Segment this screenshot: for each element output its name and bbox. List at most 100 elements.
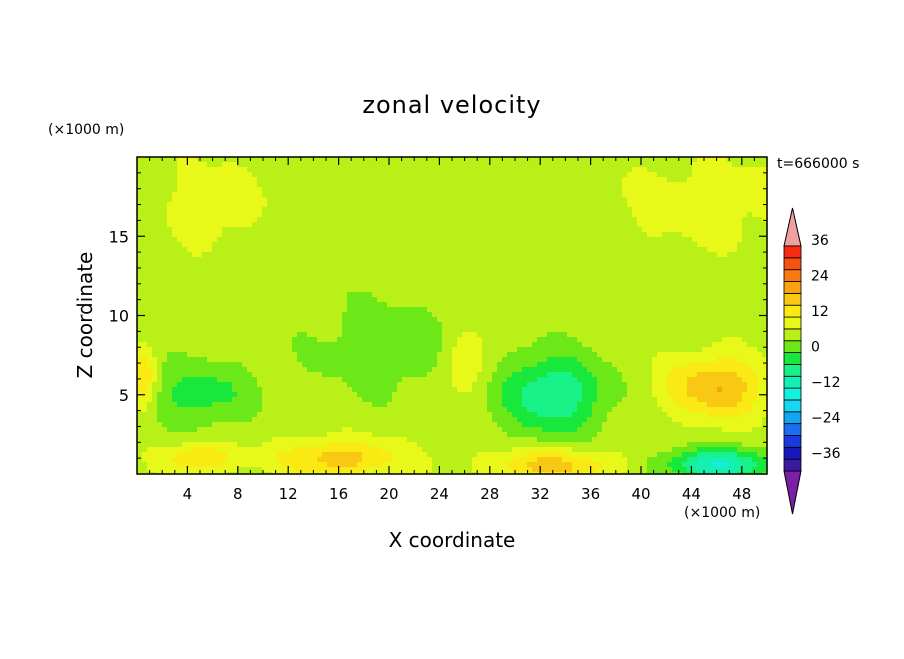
contour-cell <box>542 247 548 253</box>
contour-cell <box>317 177 323 183</box>
contour-cell <box>197 312 203 318</box>
contour-cell <box>387 242 393 248</box>
contour-cell <box>367 312 373 318</box>
contour-cell <box>432 257 438 263</box>
contour-cell <box>437 262 443 268</box>
contour-cell <box>232 322 238 328</box>
contour-cell <box>447 157 453 163</box>
contour-cell <box>227 347 233 353</box>
contour-cell <box>442 202 448 208</box>
contour-cell <box>617 227 623 233</box>
contour-cell <box>607 167 613 173</box>
contour-cell <box>722 247 728 253</box>
contour-cell <box>702 257 708 263</box>
contour-cell <box>707 197 713 203</box>
contour-cell <box>487 337 493 343</box>
contour-cell <box>377 282 383 288</box>
contour-cell <box>627 282 633 288</box>
contour-cell <box>697 207 703 213</box>
contour-cell <box>557 222 563 228</box>
contour-cell <box>147 172 153 178</box>
contour-cell <box>747 322 753 328</box>
contour-cell <box>762 342 768 348</box>
contour-cell <box>537 262 543 268</box>
contour-cell <box>292 257 298 263</box>
contour-cell <box>392 207 398 213</box>
contour-cell <box>222 162 228 168</box>
contour-cell <box>202 207 208 213</box>
contour-cell <box>242 262 248 268</box>
contour-cell <box>257 312 263 318</box>
contour-cell <box>627 157 633 163</box>
contour-cell <box>387 157 393 163</box>
contour-cell <box>507 222 513 228</box>
contour-cell <box>407 172 413 178</box>
contour-cell <box>447 352 453 358</box>
contour-cell <box>402 242 408 248</box>
contour-cell <box>477 287 483 293</box>
contour-cell <box>652 257 658 263</box>
contour-cell <box>362 247 368 253</box>
contour-cell <box>417 227 423 233</box>
contour-cell <box>597 192 603 198</box>
contour-cell <box>692 347 698 353</box>
contour-cell <box>267 307 273 313</box>
contour-cell <box>652 167 658 173</box>
contour-cell <box>742 332 748 338</box>
contour-cell <box>682 247 688 253</box>
contour-cell <box>712 272 718 278</box>
contour-cell <box>247 297 253 303</box>
contour-cell <box>567 327 573 333</box>
contour-cell <box>612 287 618 293</box>
contour-cell <box>307 222 313 228</box>
contour-cell <box>607 292 613 298</box>
contour-cell <box>327 157 333 163</box>
contour-cell <box>607 287 613 293</box>
contour-cell <box>247 347 253 353</box>
contour-cell <box>462 342 468 348</box>
contour-cell <box>642 212 648 218</box>
contour-cell <box>402 307 408 313</box>
contour-cell <box>562 287 568 293</box>
contour-cell <box>622 307 628 313</box>
contour-cell <box>522 182 528 188</box>
contour-cell <box>662 172 668 178</box>
contour-cell <box>397 207 403 213</box>
contour-cell <box>402 337 408 343</box>
contour-cell <box>762 207 768 213</box>
contour-cell <box>502 207 508 213</box>
contour-cell <box>207 292 213 298</box>
contour-cell <box>352 277 358 283</box>
contour-cell <box>542 202 548 208</box>
contour-cell <box>217 232 223 238</box>
contour-cell <box>682 182 688 188</box>
contour-cell <box>497 302 503 308</box>
contour-cell <box>432 157 438 163</box>
contour-cell <box>577 162 583 168</box>
contour-cell <box>447 162 453 168</box>
contour-cell <box>157 307 163 313</box>
contour-cell <box>302 162 308 168</box>
contour-cell <box>462 332 468 338</box>
contour-cell <box>572 312 578 318</box>
contour-cell <box>607 312 613 318</box>
contour-cell <box>397 187 403 193</box>
contour-cell <box>742 287 748 293</box>
contour-cell <box>437 282 443 288</box>
contour-cell <box>437 172 443 178</box>
contour-cell <box>517 237 523 243</box>
contour-cell <box>237 197 243 203</box>
contour-cell <box>262 347 268 353</box>
contour-cell <box>387 297 393 303</box>
contour-cell <box>342 252 348 258</box>
contour-cell <box>187 312 193 318</box>
contour-cell <box>312 337 318 343</box>
contour-cell <box>447 322 453 328</box>
contour-cell <box>587 262 593 268</box>
contour-cell <box>297 217 303 223</box>
contour-cell <box>562 172 568 178</box>
contour-cell <box>197 197 203 203</box>
contour-cell <box>582 302 588 308</box>
contour-cell <box>587 332 593 338</box>
contour-cell <box>232 182 238 188</box>
